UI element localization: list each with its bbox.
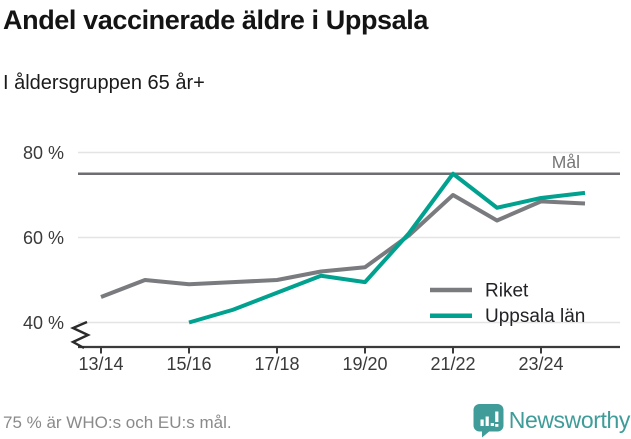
chart-title: Andel vaccinerade äldre i Uppsala — [3, 5, 428, 35]
x-tick-label-19-20: 19/20 — [342, 354, 387, 374]
riket-line — [100, 193, 586, 299]
x-tick-label-17-18: 17/18 — [254, 354, 299, 374]
chart: Mål 40 % 60 % 80 % 13/14 15/16 17/18 19/20 21/22… — [23, 143, 620, 374]
y-tick-label-60: 60 % — [23, 228, 64, 248]
newsworthy-logo: Newsworthy — [473, 402, 630, 438]
legend-label-uppsala-l-n: Uppsala län — [485, 306, 585, 327]
y-tick-label-80: 80 % — [23, 143, 64, 163]
legend-label-riket: Riket — [485, 281, 529, 302]
footnote: 75 % är WHO:s och EU:s mål. — [3, 413, 232, 432]
x-tick-label-15-16: 15/16 — [166, 354, 211, 374]
newsworthy-wordmark: Newsworthy — [508, 406, 631, 433]
chart-subtitle: I åldersgruppen 65 år+ — [3, 72, 205, 94]
uppsala-l-n-line — [188, 171, 586, 325]
newsworthy-bubble-chart-icon — [473, 403, 504, 437]
goal-label: Mål — [552, 152, 580, 172]
x-tick-label-21-22: 21/22 — [430, 354, 475, 374]
x-tick-label-13-14: 13/14 — [78, 354, 123, 374]
x-tick-label-23-24: 23/24 — [518, 354, 563, 374]
y-tick-label-40: 40 % — [23, 313, 64, 333]
axis-break-icon — [70, 320, 91, 350]
